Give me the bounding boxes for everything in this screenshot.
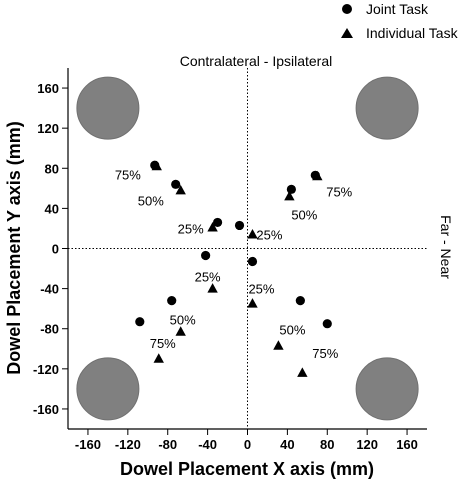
legend-individual-label: Individual Task <box>366 25 459 41</box>
legend-individual-marker <box>341 28 353 38</box>
x-tick-label: 40 <box>280 437 294 452</box>
x-tick-label: -120 <box>115 437 141 452</box>
legend: Joint Task Individual Task <box>341 1 459 41</box>
individual-task-point <box>175 326 186 336</box>
y-tick-label: 40 <box>45 201 59 216</box>
percent-label: 75% <box>312 346 338 361</box>
tick-labels: -160 -120 -80 -40 0 40 80 120 160 160 120 80 40 0 -40 -… <box>33 81 418 452</box>
percent-label: 50% <box>138 193 164 208</box>
individual-task-point <box>273 340 284 350</box>
joint-task-point <box>167 296 177 306</box>
y-tick-label: -80 <box>40 322 59 337</box>
joint-task-point <box>212 217 223 228</box>
y-axis-title: Dowel Placement Y axis (mm) <box>4 121 24 374</box>
individual-task-point <box>153 353 164 363</box>
individual-task-point <box>207 221 218 232</box>
percent-label: 75% <box>326 184 352 199</box>
target-circle-1 <box>76 76 140 140</box>
individual-task-point <box>247 228 258 239</box>
individual-task-point <box>312 170 323 181</box>
joint-task-point <box>247 256 258 267</box>
target-circle-2 <box>355 76 419 140</box>
individual-task-point <box>207 283 218 293</box>
legend-joint-marker <box>342 4 352 14</box>
y-tick-label: 160 <box>37 81 59 96</box>
individual-task-point <box>151 160 162 171</box>
individual-task-point <box>284 190 295 201</box>
percent-labels: 75% 50% 25% 25% 50% 75% 25% 25% 50% 50% 75% 75% <box>115 167 353 360</box>
x-tick-label: -80 <box>158 437 177 452</box>
x-tick-label: -40 <box>198 437 217 452</box>
x-tick-label: -160 <box>75 437 101 452</box>
y-tick-label: -40 <box>40 282 59 297</box>
percent-label: 50% <box>170 313 196 328</box>
x-axis-title: Dowel Placement X axis (mm) <box>120 459 374 479</box>
joint-task-point <box>322 319 332 329</box>
target-circle-3 <box>76 357 140 421</box>
vertical-reference-annotation: Contralateral - Ipsilateral <box>180 53 333 69</box>
legend-joint-label: Joint Task <box>366 1 429 17</box>
individual-task-point <box>297 367 308 377</box>
target-circle-4 <box>355 357 419 421</box>
target-circles <box>76 76 419 421</box>
y-tick-label: 120 <box>37 121 59 136</box>
joint-task-point <box>286 184 296 194</box>
percent-label: 25% <box>256 227 282 242</box>
individual-task-point <box>247 298 258 308</box>
y-tick-label: 0 <box>52 242 59 257</box>
y-tick-label: 80 <box>45 161 59 176</box>
x-tick-label: 160 <box>396 437 418 452</box>
individual-task-point <box>175 184 186 195</box>
joint-task-point <box>201 250 211 261</box>
percent-label: 25% <box>248 282 274 297</box>
data-points <box>135 160 332 377</box>
x-tick-label: 120 <box>356 437 378 452</box>
y-tick-label: -160 <box>33 402 59 417</box>
percent-label: 25% <box>178 221 204 236</box>
x-tick-label: 0 <box>244 437 251 452</box>
y-tick-label: -120 <box>33 362 59 377</box>
x-tick-label: 80 <box>320 437 334 452</box>
joint-task-point <box>171 179 181 189</box>
percent-label: 50% <box>279 323 305 338</box>
percent-label: 50% <box>291 207 317 222</box>
joint-task-point <box>135 317 145 327</box>
horizontal-reference-annotation: Far - Near <box>438 215 454 279</box>
joint-task-point <box>295 296 305 306</box>
joint-task-point <box>234 220 245 231</box>
percent-label: 75% <box>150 336 176 351</box>
percent-label: 25% <box>195 270 221 285</box>
percent-label: 75% <box>115 167 141 182</box>
